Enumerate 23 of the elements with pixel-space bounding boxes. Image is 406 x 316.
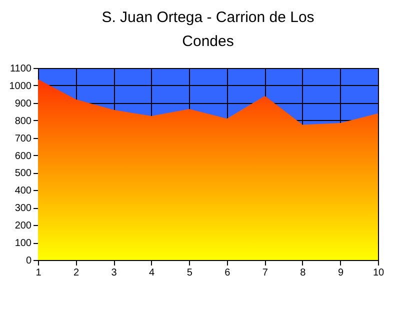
y-tick-label: 200 xyxy=(14,220,32,232)
y-tick-label: 700 xyxy=(14,133,32,144)
y-tick-label: 800 xyxy=(14,116,32,127)
y-tick-label: 1000 xyxy=(9,80,32,92)
y-tick-label: 1100 xyxy=(10,64,32,74)
x-tick-label: 5 xyxy=(186,268,193,278)
x-tick-label: 2 xyxy=(73,268,80,278)
x-tick-label: 8 xyxy=(300,268,306,278)
y-tick-label: 0 xyxy=(26,256,32,266)
y-tick-label: 300 xyxy=(14,203,32,214)
x-tick-label: 9 xyxy=(338,268,344,278)
x-tick-label: 3 xyxy=(111,268,118,278)
x-tick-label: 7 xyxy=(262,268,268,278)
y-tick-label: 900 xyxy=(14,98,32,110)
chart-title: S. Juan Ortega - Carrion de Los Condes xyxy=(102,9,314,50)
x-tick-label: 4 xyxy=(149,268,156,278)
x-tick-label: 1 xyxy=(36,268,42,278)
y-tick-label: 600 xyxy=(14,150,32,162)
y-tick-label: 100 xyxy=(14,238,32,250)
x-tick-label: 6 xyxy=(224,268,231,278)
y-tick-label: 400 xyxy=(14,186,32,197)
y-tick-label: 500 xyxy=(14,168,32,180)
x-tick-label: 10 xyxy=(372,268,384,278)
